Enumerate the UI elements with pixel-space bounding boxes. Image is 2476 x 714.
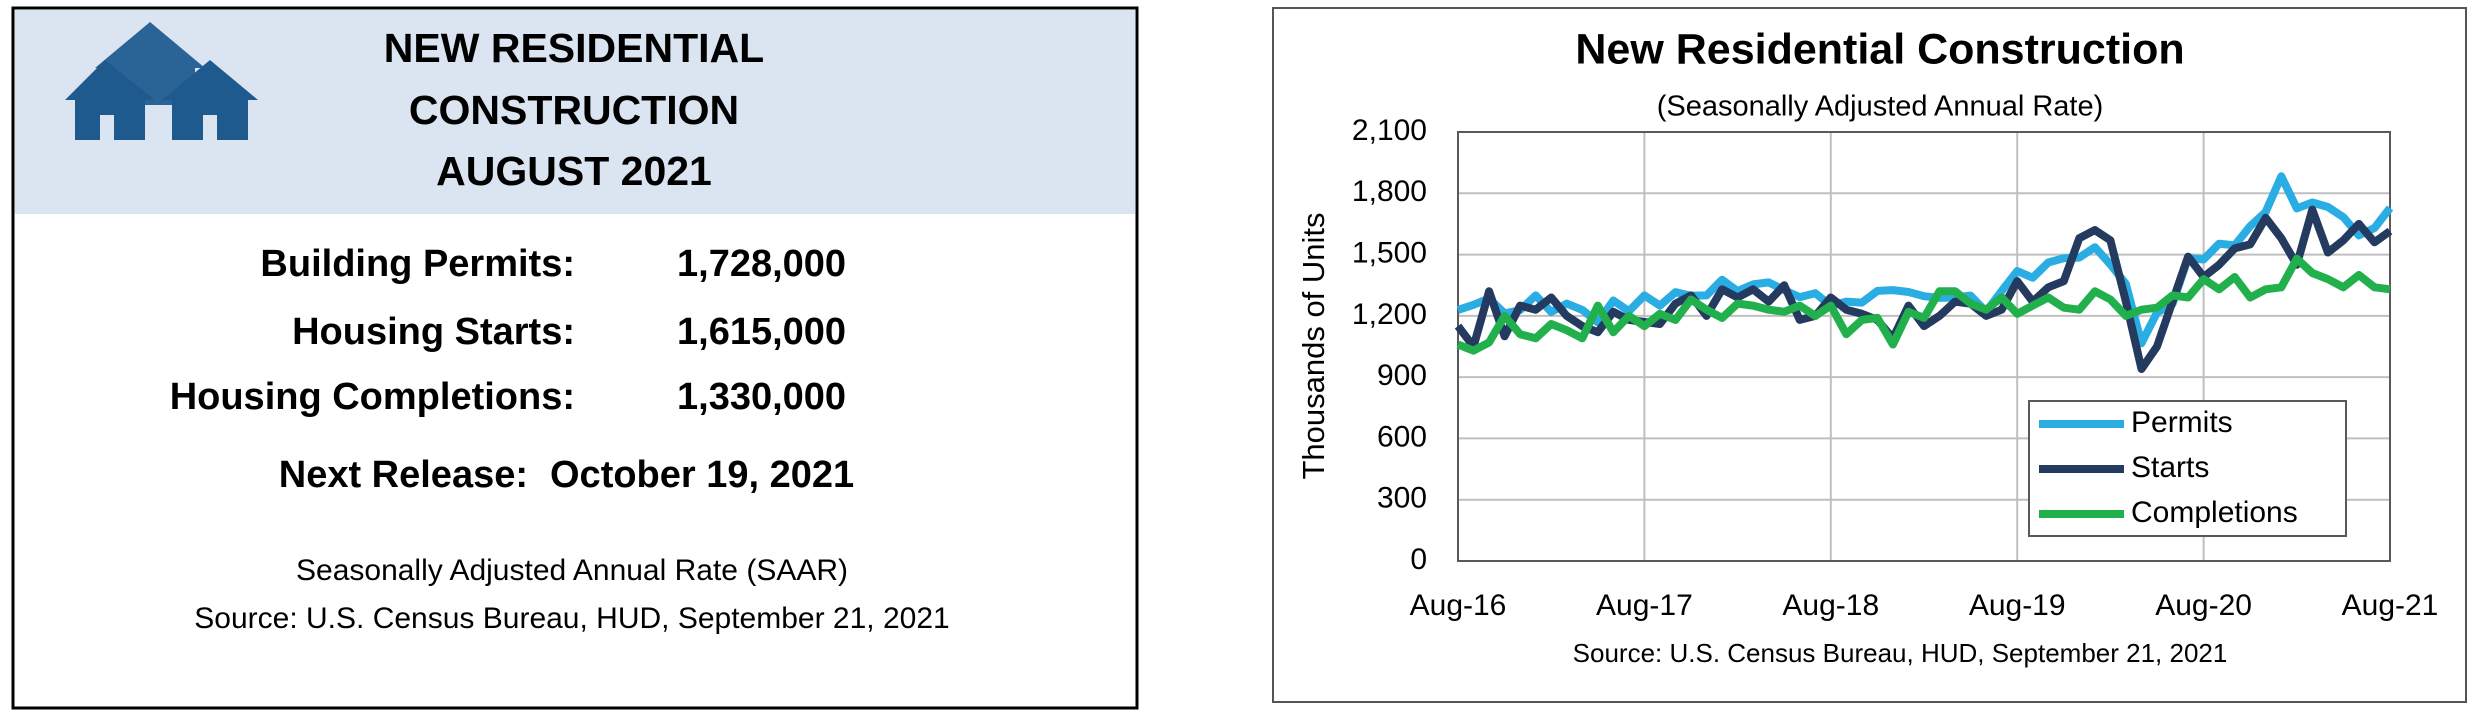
- y-tick-label: 900: [1377, 359, 1427, 392]
- legend-label: Starts: [2131, 451, 2209, 484]
- x-tick-label: Aug-21: [2342, 589, 2439, 622]
- y-axis-label: Thousands of Units: [1296, 212, 1331, 479]
- series-line: [1454, 205, 2393, 373]
- plot-border: [1457, 131, 2391, 562]
- y-tick-label: 1,500: [1352, 236, 1427, 269]
- y-tick-label: 300: [1377, 482, 1427, 515]
- row-label: Housing Starts:: [292, 311, 575, 353]
- x-tick-label: Aug-19: [1969, 589, 2066, 622]
- footnote: Seasonally Adjusted Annual Rate (SAAR): [296, 554, 848, 587]
- panel-title: CONSTRUCTION: [409, 87, 739, 133]
- source-note: Source: U.S. Census Bureau, HUD, Septemb…: [1573, 638, 2228, 668]
- row-label: Building Permits:: [260, 243, 575, 285]
- y-tick-label: 1,800: [1352, 175, 1427, 208]
- chart-border: [1272, 7, 2467, 703]
- legend-label: Permits: [2131, 406, 2233, 439]
- y-tick-label: 1,200: [1352, 298, 1427, 331]
- x-tick-label: Aug-18: [1782, 589, 1879, 622]
- y-tick-label: 2,100: [1352, 114, 1427, 147]
- series-line: [1456, 254, 2391, 355]
- summary-panel: NEW RESIDENTIAL CONSTRUCTION AUGUST 2021…: [11, 6, 1139, 710]
- legend-box: [2028, 400, 2347, 537]
- panel-title: NEW RESIDENTIAL: [384, 25, 764, 71]
- series-line: [1456, 172, 2394, 348]
- legend-label: Completions: [2131, 496, 2298, 529]
- next-release-date: October 19, 2021: [550, 454, 854, 496]
- next-release-label: Next Release:: [279, 454, 528, 496]
- y-tick-label: 600: [1377, 420, 1427, 453]
- row-value: 1,728,000: [677, 243, 846, 285]
- row-label: Housing Completions:: [170, 376, 575, 418]
- footnote: Source: U.S. Census Bureau, HUD, Septemb…: [194, 602, 949, 635]
- houses-icon: [65, 22, 258, 140]
- x-tick-label: Aug-17: [1596, 589, 1693, 622]
- x-tick-label: Aug-16: [1410, 589, 1507, 622]
- y-tick-label: 0: [1410, 543, 1427, 576]
- panel-title: AUGUST 2021: [436, 148, 712, 194]
- chart-title: New Residential Construction: [1575, 25, 2184, 73]
- row-value: 1,330,000: [677, 376, 846, 418]
- chart-subtitle: (Seasonally Adjusted Annual Rate): [1657, 91, 2104, 123]
- x-tick-label: Aug-20: [2155, 589, 2252, 622]
- row-value: 1,615,000: [677, 311, 846, 353]
